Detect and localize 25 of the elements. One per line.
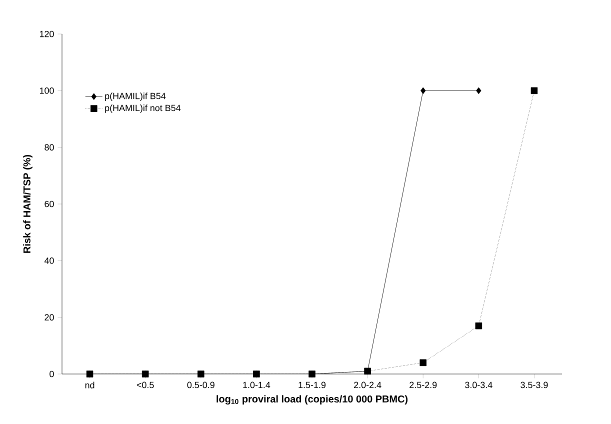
point: [420, 87, 426, 94]
y-tick-label: 40: [44, 257, 54, 264]
x-tick-label: nd: [85, 382, 94, 388]
x-tick-label: 2.0-2.4: [354, 382, 382, 388]
x-tick-label: 3.0-3.4: [465, 382, 492, 388]
legend-label: p(HAMIL)if B54: [105, 92, 166, 101]
point: [420, 359, 426, 366]
y-tick-label: 20: [44, 314, 54, 321]
y-tick-label: 120: [40, 30, 54, 38]
x-tick-label: 1.0-1.4: [243, 382, 270, 388]
y-axis-title: Risk of HAM/TSP (%): [23, 154, 32, 253]
point: [475, 322, 482, 330]
point: [476, 87, 482, 94]
y-tick-label: 100: [40, 87, 54, 94]
y-tick-label: 60: [44, 200, 54, 208]
text: log$_{10}$ proviral load (copies/10 000 PBMC): [216, 395, 408, 405]
y-tick-label: 0: [50, 370, 54, 378]
x-tick-label: 1.5-1.9: [298, 382, 326, 388]
x-tick-label: 3.5-3.9: [520, 382, 548, 388]
x-tick-label: <0.5: [136, 382, 154, 388]
point: [530, 87, 538, 94]
x-tick-label: 0.5-0.9: [187, 382, 214, 388]
legend-label: p(HAMIL)if not B54: [105, 104, 181, 113]
x-tick-label: 2.5-2.9: [410, 382, 437, 388]
y-tick-label: 80: [44, 144, 54, 151]
